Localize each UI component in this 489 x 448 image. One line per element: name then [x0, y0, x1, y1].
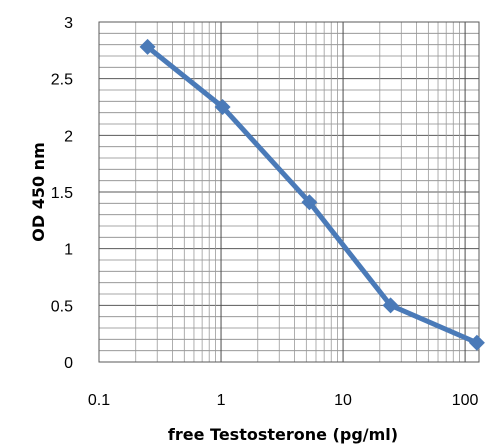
y-axis-ticks: 0 0.5 1 1.5 2 2.5 3 [51, 15, 73, 372]
y-tick-label: 0 [64, 355, 73, 372]
data-point-marker [301, 194, 318, 211]
grid [99, 22, 479, 362]
data-point-marker [382, 297, 399, 314]
y-tick-label: 1.5 [51, 185, 73, 202]
marker-layer [139, 38, 485, 351]
y-tick-label: 3 [64, 15, 73, 32]
y-tick-label: 1 [64, 242, 73, 259]
y-tick-label: 2 [64, 128, 73, 145]
y-tick-label: 0.5 [51, 298, 73, 315]
x-tick-label: 1 [217, 392, 226, 409]
x-axis-ticks: 0.1 1 10 100 [88, 392, 479, 409]
y-tick-label: 2.5 [51, 72, 73, 89]
x-tick-label: 100 [452, 392, 479, 409]
series-line [145, 44, 480, 346]
data-point-marker [214, 99, 231, 115]
plot-frame [98, 21, 480, 363]
data-point-marker [139, 38, 156, 55]
x-tick-label: 0.1 [88, 392, 110, 409]
data-point-marker [468, 334, 485, 351]
series-layer [145, 44, 480, 346]
x-axis-title: free Testosterone (pg/ml) [168, 425, 398, 444]
x-tick-label: 10 [334, 392, 352, 409]
y-axis-title: OD 450 nm [29, 142, 48, 241]
